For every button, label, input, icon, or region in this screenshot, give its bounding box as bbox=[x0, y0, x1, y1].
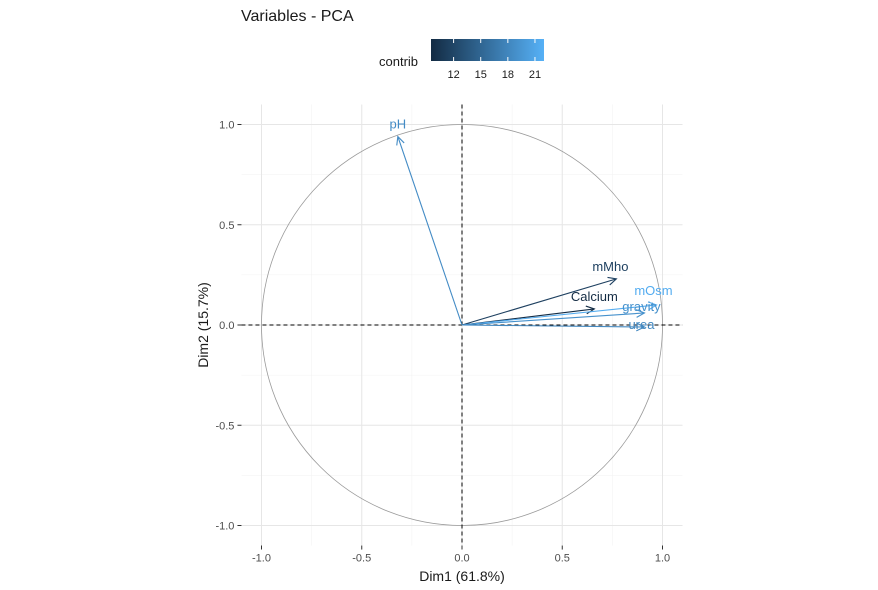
x-axis: -1.0 -0.5 0.0 0.5 1.0 bbox=[252, 545, 670, 565]
y-tick-label: -0.5 bbox=[215, 420, 234, 432]
y-axis: -1.0 -0.5 0.0 0.5 1.0 bbox=[215, 120, 242, 533]
chart-title: Variables - PCA bbox=[241, 8, 354, 25]
arrowhead-ph bbox=[396, 135, 405, 146]
legend-tick-label: 21 bbox=[529, 69, 541, 81]
x-axis-title: Dim1 (61.8%) bbox=[419, 568, 505, 584]
legend: contrib 12 15 18 21 bbox=[379, 39, 544, 81]
y-tick-label: 1.0 bbox=[219, 120, 234, 132]
label-gravity: gravity bbox=[622, 299, 661, 314]
legend-tick-label: 12 bbox=[447, 69, 459, 81]
arrowhead-gravity bbox=[635, 309, 646, 318]
label-ph: pH bbox=[390, 117, 407, 132]
legend-title: contrib bbox=[379, 54, 418, 69]
legend-tick-label: 15 bbox=[475, 69, 487, 81]
arrowhead-mmho bbox=[607, 276, 618, 286]
arrow-mosm bbox=[461, 304, 657, 326]
arrow-mmho bbox=[461, 278, 617, 326]
legend-tick-label: 18 bbox=[502, 69, 514, 81]
y-tick-label: 0.0 bbox=[219, 320, 234, 332]
x-tick-label: -1.0 bbox=[252, 553, 271, 565]
arrowhead-mosm bbox=[647, 301, 658, 311]
x-tick-label: 0.5 bbox=[555, 553, 570, 565]
label-calcium: Calcium bbox=[571, 289, 618, 304]
arrow-urea bbox=[461, 324, 645, 328]
x-tick-label: 0.0 bbox=[454, 553, 469, 565]
legend-colorbar bbox=[431, 39, 544, 61]
y-tick-label: 0.5 bbox=[219, 220, 234, 232]
arrow-gravity bbox=[461, 312, 645, 326]
arrowhead-urea bbox=[636, 322, 646, 332]
y-axis-title: Dim2 (15.7%) bbox=[195, 282, 211, 368]
label-mmho: mMho bbox=[592, 259, 628, 274]
y-tick-label: -1.0 bbox=[215, 521, 234, 533]
x-tick-label: -0.5 bbox=[352, 553, 371, 565]
label-urea: urea bbox=[628, 317, 655, 332]
arrow-ph bbox=[397, 136, 463, 326]
x-tick-label: 1.0 bbox=[655, 553, 670, 565]
label-mosm: mOsm bbox=[634, 283, 672, 298]
variable-arrows bbox=[396, 135, 658, 332]
